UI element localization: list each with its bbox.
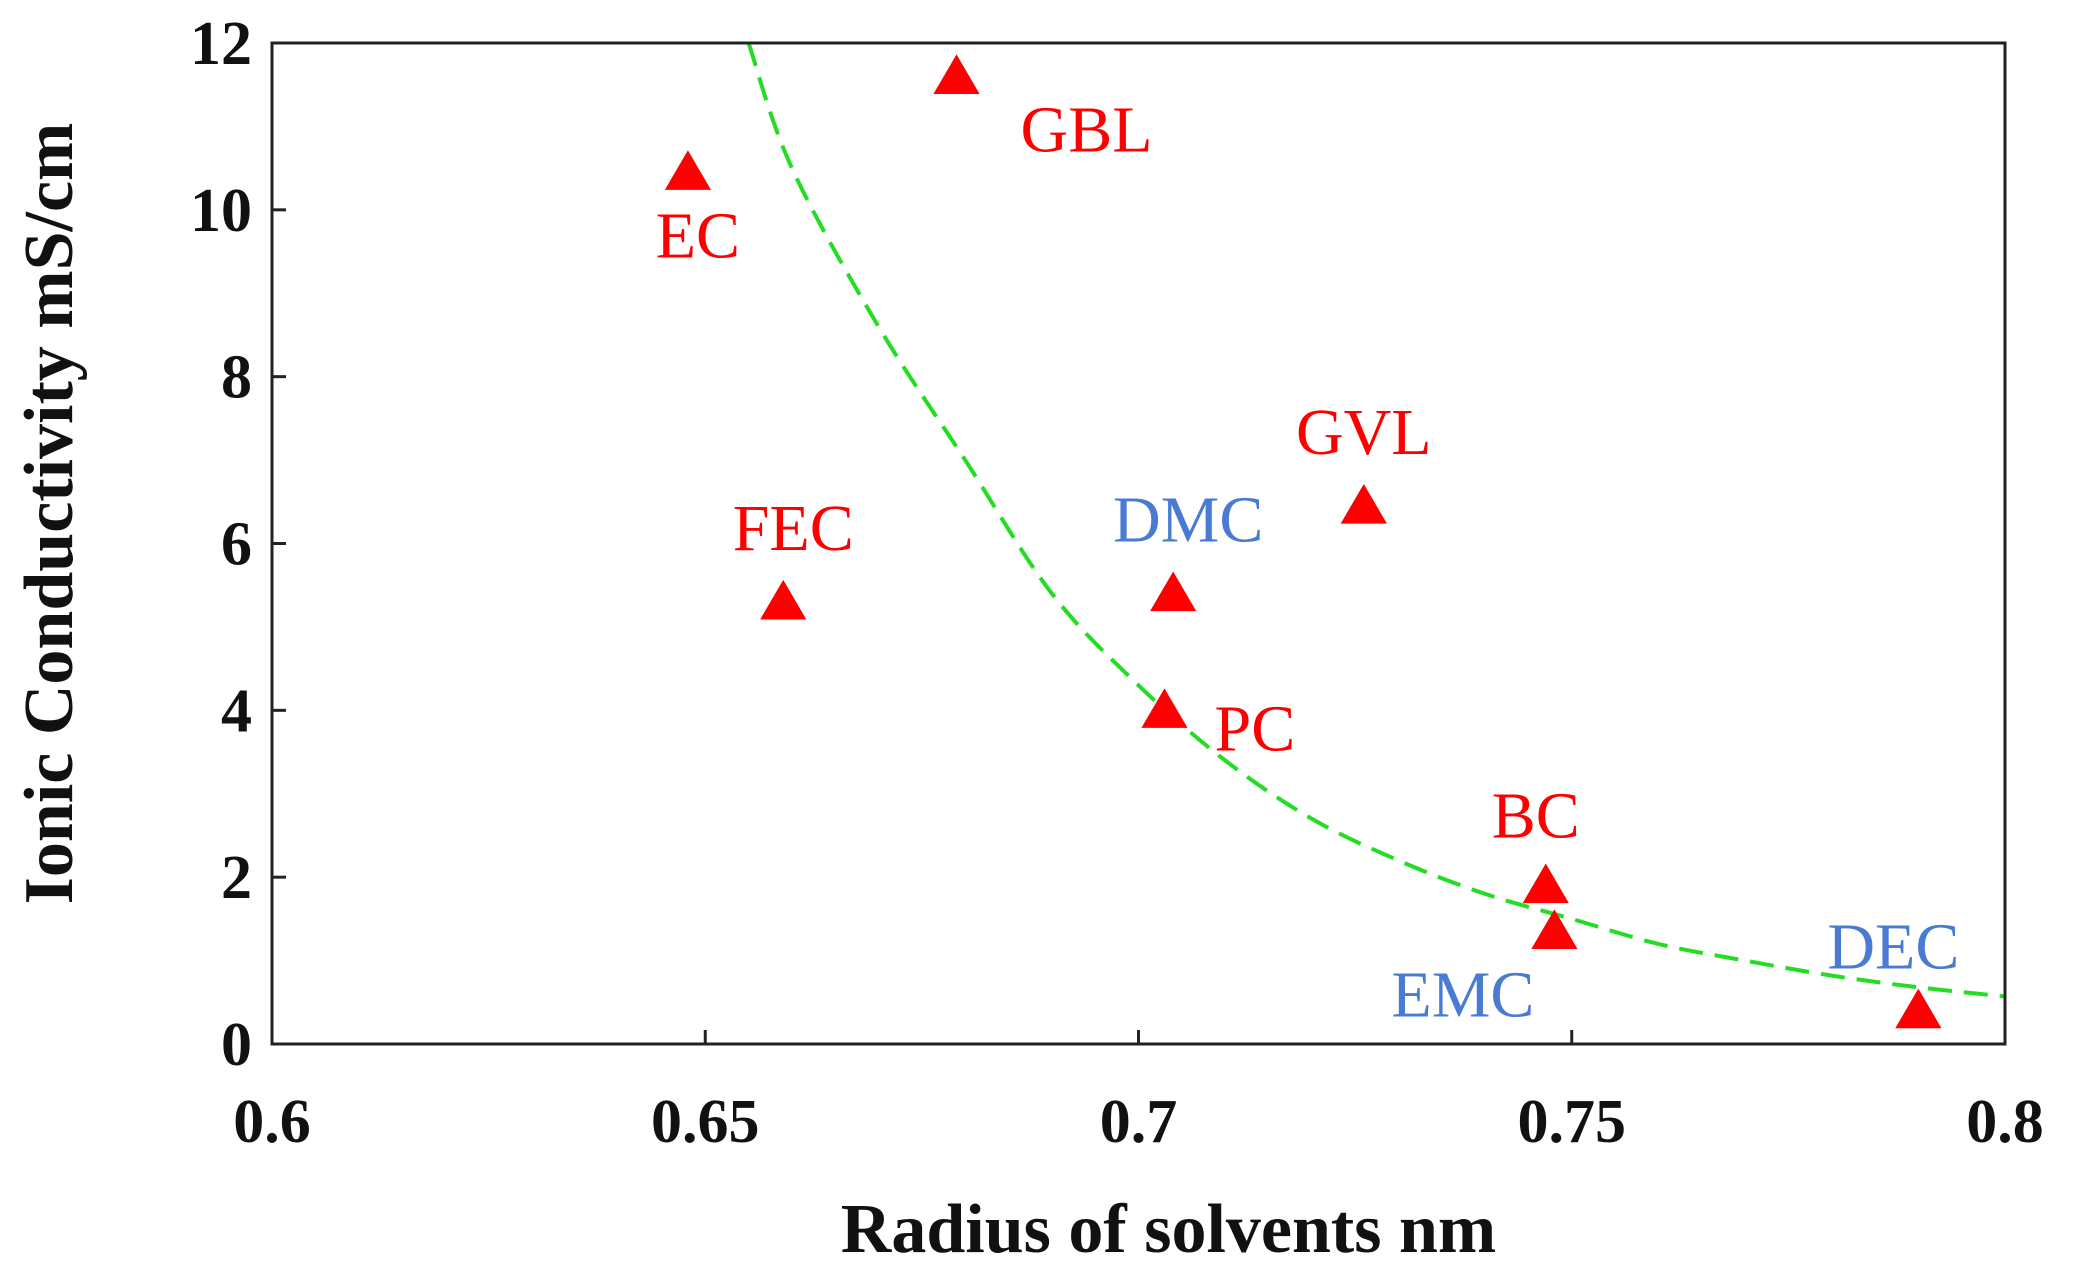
point-label-ec: EC bbox=[656, 199, 740, 272]
y-axis-title: Ionic Conductivity mS/cm bbox=[11, 123, 88, 905]
x-tick-label: 0.65 bbox=[651, 1088, 760, 1156]
point-label-dmc: DMC bbox=[1113, 484, 1263, 557]
x-tick-label: 0.75 bbox=[1518, 1088, 1627, 1156]
data-point-fec bbox=[760, 579, 807, 620]
x-tick-label: 0.7 bbox=[1100, 1088, 1178, 1156]
y-tick-label: 4 bbox=[221, 677, 252, 745]
fit-curve-layer bbox=[746, 42, 2006, 999]
x-axis-title: Radius of solvents nm bbox=[841, 1191, 1496, 1268]
point-label-gvl: GVL bbox=[1296, 396, 1432, 469]
point-label-pc: PC bbox=[1214, 692, 1295, 765]
data-point-pc bbox=[1141, 688, 1188, 728]
data-point-dmc bbox=[1150, 571, 1197, 612]
point-label-bc: BC bbox=[1492, 780, 1580, 853]
axis-ticks-layer: 0.6 0.65 0.7 0.75 0.8 0 2 4 6 8 10 12 bbox=[190, 10, 2044, 1156]
y-tick-label: 8 bbox=[221, 344, 252, 412]
data-point-emc bbox=[1531, 909, 1578, 949]
y-tick-label: 2 bbox=[221, 844, 252, 912]
y-tick-label: 0 bbox=[221, 1011, 252, 1079]
points-layer: GBL EC GVL FEC DMC PC BC EMC DEC bbox=[656, 54, 1959, 1031]
data-point-bc bbox=[1522, 863, 1569, 904]
x-tick-label: 0.6 bbox=[233, 1088, 311, 1156]
data-point-ec bbox=[664, 150, 712, 190]
y-tick-label: 10 bbox=[190, 177, 252, 245]
data-point-gvl bbox=[1340, 483, 1387, 524]
point-label-fec: FEC bbox=[733, 492, 854, 565]
y-tick-label: 12 bbox=[190, 10, 252, 78]
data-point-gbl bbox=[933, 54, 980, 94]
point-label-emc: EMC bbox=[1391, 958, 1534, 1031]
y-tick-label: 6 bbox=[221, 511, 252, 579]
point-label-dec: DEC bbox=[1827, 911, 1959, 984]
point-label-gbl: GBL bbox=[1021, 93, 1153, 166]
data-point-dec bbox=[1895, 988, 1942, 1029]
fit-curve bbox=[746, 42, 2006, 999]
x-tick-label: 0.8 bbox=[1966, 1088, 2044, 1156]
